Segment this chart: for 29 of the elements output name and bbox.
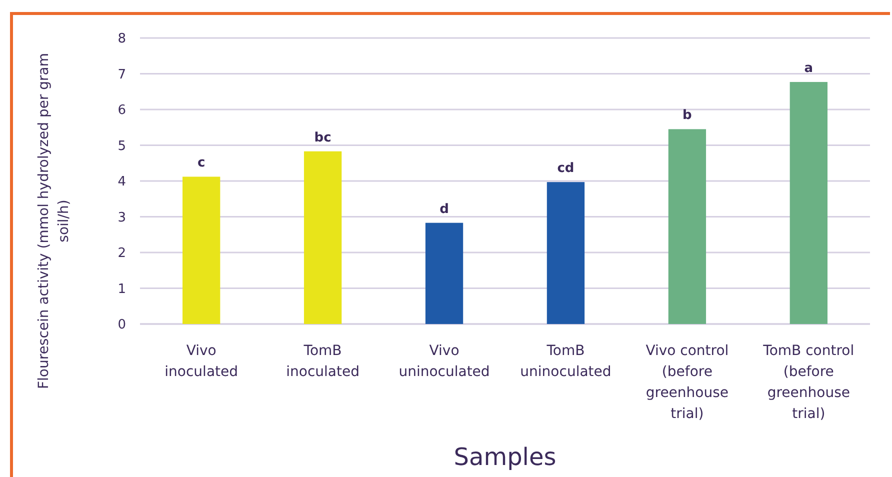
x-tick-label: Vivo uninoculated — [398, 343, 490, 380]
annotation: b — [682, 108, 692, 124]
y-tick-label: 0 — [118, 318, 126, 333]
y-tick-label: 3 — [118, 210, 126, 226]
annotation: cd — [557, 161, 574, 176]
bar — [668, 129, 706, 324]
bar — [425, 222, 464, 324]
bar — [304, 151, 342, 324]
y-tick-label: 5 — [118, 138, 126, 154]
x-tick-label: TomB uninoculated — [520, 343, 612, 380]
bar — [182, 176, 220, 324]
bar — [790, 82, 828, 324]
annotation: a — [804, 60, 814, 76]
y-tick-label: 1 — [118, 282, 126, 297]
y-axis-title: Flourescein activity (mmol hydrolyzed per gram soil/h) — [36, 52, 72, 390]
x-tick-label: TomB inoculated — [286, 343, 360, 380]
x-tick-label: Vivo inoculated — [164, 343, 238, 380]
y-tick-label: 6 — [118, 103, 126, 118]
annotation: c — [197, 156, 206, 171]
annotation: d — [440, 202, 449, 217]
x-axis-title: Samples — [454, 443, 556, 471]
y-tick-label: 7 — [118, 67, 126, 82]
bar — [546, 182, 585, 324]
x-tick-label: TomB control (before greenhouse trial) — [762, 343, 854, 422]
x-tick-label: Vivo control (before greenhouse trial) — [646, 343, 729, 422]
annotation: bc — [314, 130, 332, 146]
y-tick-label: 8 — [118, 32, 126, 47]
y-tick-label: 2 — [118, 246, 126, 262]
y-tick-label: 4 — [118, 174, 126, 190]
